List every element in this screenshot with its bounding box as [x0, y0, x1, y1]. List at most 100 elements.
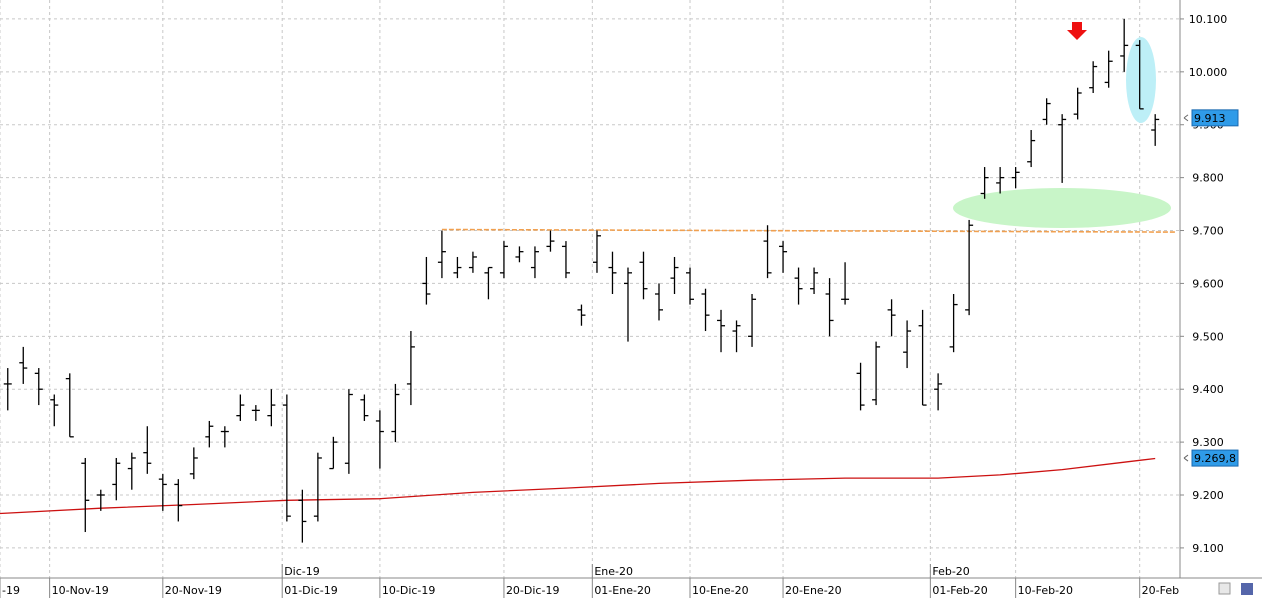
y-tick-label: 9.700 — [1192, 225, 1224, 238]
ohlc-bar — [3, 368, 12, 411]
y-tick-label: 9.300 — [1192, 436, 1224, 449]
ohlc-bar — [437, 230, 446, 279]
ohlc-bar — [918, 309, 927, 406]
ohlc-bar — [19, 346, 28, 384]
ohlc-bar — [794, 267, 803, 305]
ohlc-bar — [1104, 50, 1113, 88]
y-tick-label: 9.600 — [1192, 277, 1224, 290]
y-tick-label: 10.000 — [1189, 66, 1228, 79]
ohlc-bar — [143, 426, 152, 474]
ohlc-bar — [639, 251, 648, 300]
ohlc-bar — [577, 304, 586, 326]
x-tick-label: 20-Dic-19 — [506, 584, 560, 597]
y-tick-label: 9.400 — [1192, 383, 1224, 396]
ohlc-bar — [980, 167, 989, 199]
ohlc-bar — [701, 288, 710, 332]
ohlc-bar — [546, 230, 555, 252]
month-label: Ene-20 — [594, 565, 633, 578]
price-pointer — [1183, 114, 1189, 122]
ohlc-bar — [65, 373, 74, 438]
ohlc-bar — [872, 341, 881, 406]
price-label: 9.269,8 — [1194, 452, 1236, 465]
x-tick-label: -19 — [2, 584, 20, 597]
ohlc-bar — [965, 219, 974, 316]
price-box — [1191, 449, 1239, 467]
level-line — [441, 228, 1176, 233]
ohlc-bar — [748, 293, 757, 347]
ohlc-bar — [313, 452, 322, 522]
y-tick-label: 9.800 — [1192, 172, 1224, 185]
ohlc-bar — [422, 256, 431, 305]
ohlc-bar — [1089, 61, 1098, 93]
ohlc-bar — [251, 405, 260, 421]
settings-icon[interactable] — [1218, 582, 1231, 595]
ohlc-bar — [360, 394, 369, 421]
ohlc-bar — [732, 320, 741, 353]
ohlc-bar — [1073, 87, 1082, 120]
ohlc-bar — [96, 489, 105, 511]
ohlc-bar — [1027, 130, 1036, 168]
x-tick-label: 20-Ene-20 — [785, 584, 842, 597]
ohlc-bar — [391, 383, 400, 443]
ohlc-bar — [608, 251, 617, 294]
price-box — [1191, 109, 1239, 127]
ohlc-bar — [112, 457, 121, 501]
month-label: Dic-19 — [284, 565, 320, 578]
x-tick-label: 10-Dic-19 — [382, 584, 436, 597]
ohlc-bar — [282, 394, 291, 522]
ohlc-bar — [887, 299, 896, 337]
ohlc-bar — [484, 266, 493, 300]
ohlc-bar — [561, 241, 570, 279]
ohlc-bar — [810, 267, 819, 294]
ohlc-bar — [686, 267, 695, 305]
ohlc-bar — [1058, 114, 1067, 183]
toolbar-icons[interactable] — [1218, 582, 1253, 595]
moving-average — [0, 457, 1156, 515]
ohlc-bar — [236, 394, 245, 421]
y-tick-label: 9.200 — [1192, 489, 1224, 502]
ohlc-bar — [1011, 167, 1020, 189]
highlight-zone — [953, 188, 1171, 228]
x-tick-label: 01-Ene-20 — [594, 584, 651, 597]
ohlc-bar — [623, 267, 632, 342]
ohlc-bar — [158, 473, 167, 511]
ohlc-bar — [670, 256, 679, 294]
ohlc-bar — [189, 447, 198, 480]
ohlc-bar — [205, 420, 214, 448]
x-tick-label: 01-Dic-19 — [284, 584, 338, 597]
ohlc-bar — [344, 389, 353, 474]
ohlc-bar — [375, 410, 384, 469]
month-label: Feb-20 — [932, 565, 969, 578]
ohlc-bar — [127, 452, 136, 490]
ohlc-bar — [499, 241, 508, 279]
ohlc-bar — [1120, 18, 1129, 72]
save-icon[interactable] — [1241, 583, 1253, 595]
ohlc-bar — [825, 278, 834, 337]
ohlc-bar — [267, 389, 276, 427]
x-tick-label: 20-Nov-19 — [165, 584, 222, 597]
ohlc-bar — [856, 362, 865, 411]
ohlc-bar — [996, 167, 1005, 194]
ohlc-bar — [903, 320, 912, 369]
ohlc-bar — [779, 241, 788, 273]
ohlc-bar — [298, 489, 307, 543]
ohlc-bar — [406, 331, 415, 406]
ohlc-bar — [1151, 114, 1160, 146]
arrow-marker — [1067, 22, 1087, 40]
ohlc-bar — [329, 436, 338, 470]
ohlc-bar — [717, 309, 726, 353]
ohlc-bar — [515, 246, 524, 263]
x-tick-label: 10-Nov-19 — [52, 584, 109, 597]
ohlc-bar — [453, 256, 462, 279]
x-tick-label: 20-Feb — [1142, 584, 1179, 597]
ohlc-bar — [220, 426, 229, 448]
y-tick-label: 9.100 — [1192, 542, 1224, 555]
ohlc-bar — [934, 373, 943, 411]
ohlc-bar — [34, 368, 43, 406]
ohlc-bar — [655, 283, 664, 321]
ohlc-bar — [468, 251, 477, 273]
ohlc-bar — [592, 230, 601, 273]
y-tick-label: 9.500 — [1192, 330, 1224, 343]
